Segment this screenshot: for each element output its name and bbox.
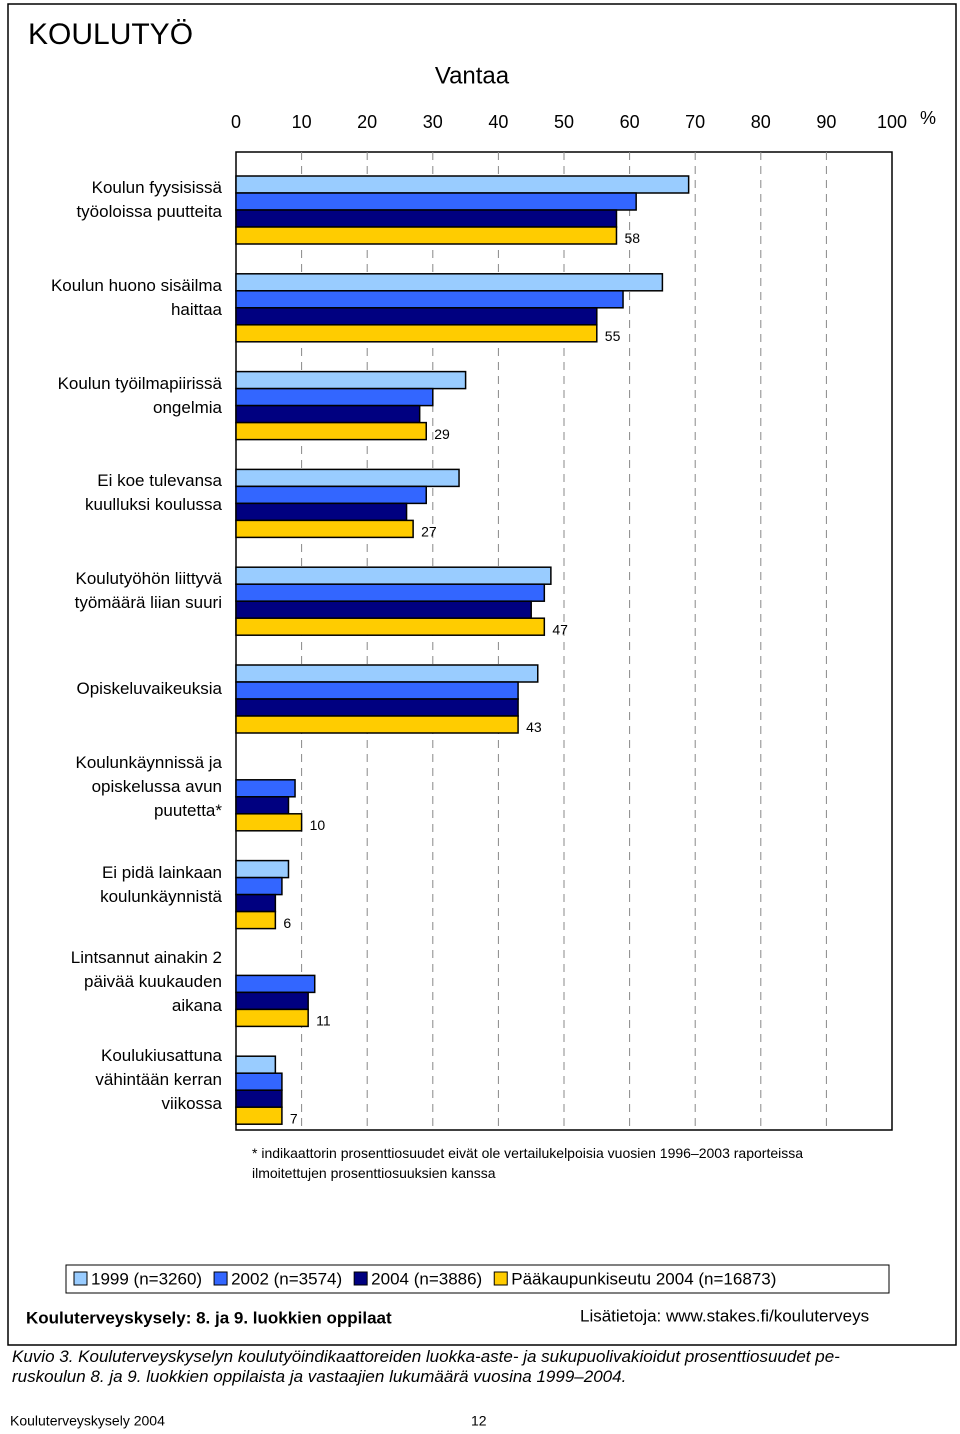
y-tick-label: Ei koe tulevansa kuulluksi koulussa [84,471,222,515]
bar [235,290,624,309]
bar [235,502,408,522]
bar [235,307,598,326]
bar [235,664,539,683]
bar [235,468,460,488]
x-tick-label: 50 [554,112,574,132]
x-tick-label: 0 [231,112,241,132]
source: Kouluterveyskysely: 8. ja 9. luokkien op… [26,1308,392,1327]
x-tick-label: 80 [751,112,771,132]
bar [235,421,427,441]
chart-subtitle: Vantaa [435,62,510,89]
x-tick-label: 70 [685,112,705,132]
data-label: 11 [316,1013,331,1029]
data-label: 47 [552,621,568,637]
data-label: 7 [290,1110,298,1126]
x-tick-label: 90 [816,112,836,132]
data-label: 55 [605,328,621,344]
x-tick-label: 20 [357,112,377,132]
bar [235,324,598,343]
caption: Kuvio 3. Kouluterveyskyselyn koulutyöind… [12,1347,840,1386]
bar [235,813,303,832]
bar [235,779,296,798]
page-number: 12 [471,1413,487,1429]
bar [235,991,309,1011]
bar [235,370,467,390]
y-tick-label: Koulunkäynnissä ja opiskelussa avun puut… [75,752,222,820]
bar [235,974,316,994]
chart-title: KOULUTYÖ [28,18,193,51]
bar [235,1106,283,1125]
bar [235,1055,277,1074]
bar [235,715,519,734]
y-tick-label: Koulun fyysisissä työoloissa puutteita [76,178,222,221]
frame [7,3,957,1346]
bar [235,273,664,292]
bar [235,209,618,228]
legend-label: Pääkaupunkiseutu 2004 (n=16873) [511,1269,776,1288]
y-tick-label: Ei pidä lainkaan koulunkäynnistä [100,862,222,906]
x-tick-label: 60 [620,112,640,132]
bar [235,566,552,585]
y-tick-label: Koulun työilmapiirissä ongelmia [57,373,222,417]
x-tick-label: 10 [292,112,312,132]
data-label: 29 [434,426,450,442]
y-tick-label: Koulun huono sisäilma haittaa [50,275,222,319]
y-tick-label: Koulukiusattuna vähintään kerran viikoss… [95,1046,222,1114]
bar [235,192,637,211]
x-unit: % [920,108,936,128]
data-label: 58 [624,230,640,246]
bar [235,681,519,700]
bar [235,1008,309,1028]
bar [235,175,690,194]
legend-label: 2002 (n=3574) [231,1269,342,1288]
bar [235,600,532,619]
x-tick-label: 100 [877,112,907,132]
legend-label: 1999 (n=3260) [91,1269,202,1288]
bar [235,404,421,424]
bar [235,485,427,505]
y-tick-label: Koulutyöhön liittyvä työmäärä liian suur… [74,569,222,613]
bar [235,910,277,930]
bar [235,1089,283,1108]
bar [235,617,546,636]
legend-swatch [493,1271,508,1286]
bar [235,698,519,717]
data-label: 6 [283,915,291,931]
y-tick-label: Opiskeluvaikeuksia [76,679,222,698]
footnote: * indikaattorin prosenttiosuudet eivät o… [252,1145,804,1181]
bar [235,1072,283,1091]
bar [235,387,434,407]
bar [235,519,414,539]
bar [235,796,290,815]
data-label: 10 [310,817,326,833]
bar [235,876,283,896]
legend-label: 2004 (n=3886) [371,1269,482,1288]
bar [235,583,546,602]
data-label: 27 [421,524,437,540]
bar [235,226,618,245]
legend-swatch [213,1271,228,1286]
page-footer: Kouluterveyskysely 2004 [10,1413,165,1429]
x-tick-label: 30 [423,112,443,132]
bar [235,893,277,913]
bar [235,859,290,879]
y-tick-label: Lintsannut ainakin 2 päivää kuukauden ai… [70,948,222,1016]
legend-box [65,1264,890,1294]
info: Lisätietoja: www.stakes.fi/kouluterveys [580,1306,869,1325]
data-label: 43 [526,719,542,735]
x-tick-label: 40 [488,112,508,132]
legend-swatch [353,1271,368,1286]
legend-swatch [73,1271,88,1286]
